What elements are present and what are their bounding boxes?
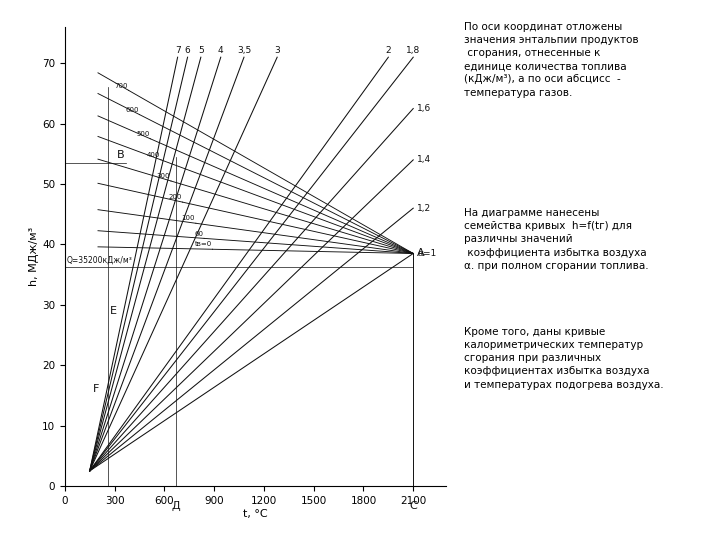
Text: 3,5: 3,5 (237, 46, 251, 56)
Text: Е: Е (110, 306, 117, 316)
Text: 3: 3 (274, 46, 280, 56)
Text: 100: 100 (181, 215, 195, 221)
Text: 400: 400 (147, 152, 160, 158)
Text: 700: 700 (114, 83, 128, 89)
Text: На диаграмме нанесены
семейства кривых  h=f(tг) для
различны значений
 коэффицие: На диаграмме нанесены семейства кривых h… (464, 208, 649, 271)
Text: 200: 200 (168, 194, 181, 200)
Text: А: А (417, 248, 424, 259)
Text: 300: 300 (157, 173, 170, 179)
Y-axis label: h, МДж/м³: h, МДж/м³ (29, 227, 39, 286)
Text: 6: 6 (185, 46, 191, 56)
Text: С: С (410, 501, 417, 511)
Text: Кроме того, даны кривые
калориметрических температур
сгорания при различных
коэф: Кроме того, даны кривые калориметрически… (464, 327, 664, 389)
Text: tв=0: tв=0 (194, 241, 212, 247)
Text: 2: 2 (385, 46, 391, 56)
Text: 1,4: 1,4 (418, 156, 431, 164)
Text: 5: 5 (198, 46, 204, 56)
Text: Д: Д (171, 501, 180, 511)
Text: Q=35200кДж/м³: Q=35200кДж/м³ (67, 256, 132, 265)
Text: По оси координат отложены
значения энтальпии продуктов
 сгорания, отнесенные к
е: По оси координат отложены значения энтал… (464, 22, 639, 98)
Text: В: В (117, 150, 124, 160)
Text: 1,8: 1,8 (406, 46, 420, 56)
Text: 4: 4 (218, 46, 224, 56)
Text: F: F (92, 384, 99, 394)
Text: 60: 60 (194, 231, 203, 237)
Text: 600: 600 (125, 107, 139, 113)
Text: 500: 500 (136, 131, 150, 137)
Text: 7: 7 (175, 46, 181, 56)
X-axis label: t, °C: t, °C (243, 509, 268, 518)
Text: α=1: α=1 (418, 249, 436, 258)
Text: 1,6: 1,6 (418, 104, 431, 113)
Text: 1,2: 1,2 (418, 204, 431, 213)
